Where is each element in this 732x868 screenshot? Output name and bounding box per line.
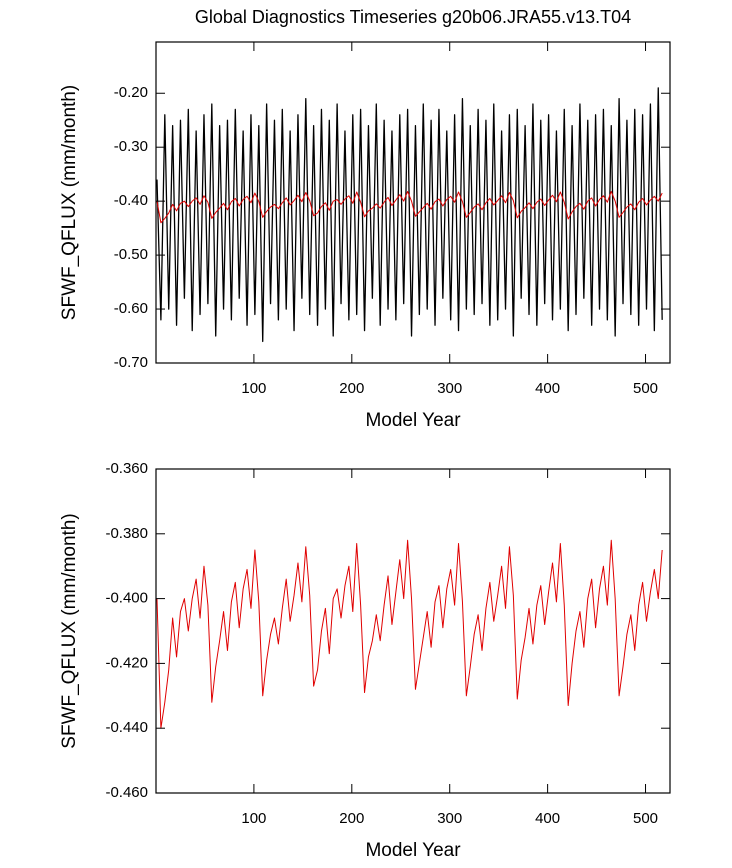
plot-frame [155, 468, 671, 794]
x-tick-label: 100 [241, 810, 266, 827]
y-tick-label: -0.460 [105, 784, 148, 801]
plot-frame [155, 41, 671, 364]
y-tick-label: -0.380 [105, 525, 148, 542]
y-tick-label: -0.360 [105, 460, 148, 477]
y-tick-label: -0.40 [114, 192, 148, 209]
y-tick-label: -0.400 [105, 590, 148, 607]
x-tick-label: 400 [535, 380, 560, 397]
data-line [156, 539, 663, 729]
x-tick-label: 100 [241, 380, 266, 397]
y-tick-label: -0.60 [114, 300, 148, 317]
x-tick-label: 500 [633, 380, 658, 397]
data-line [156, 87, 663, 343]
y-tick-label: -0.20 [114, 84, 148, 101]
x-tick-label: 500 [633, 810, 658, 827]
y-tick-label: -0.50 [114, 246, 148, 263]
y-tick-label: -0.30 [114, 138, 148, 155]
y-tick-label: -0.440 [105, 719, 148, 736]
y-tick-label: -0.420 [105, 654, 148, 671]
x-tick-label: 200 [339, 810, 364, 827]
y-axis-label: SFWF_QFLUX (mm/month) [59, 85, 80, 320]
chart-title: Global Diagnostics Timeseries g20b06.JRA… [195, 7, 631, 27]
y-tick-label: -0.70 [114, 354, 148, 371]
x-tick-label: 300 [437, 380, 462, 397]
x-axis-label: Model Year [365, 840, 461, 861]
y-axis-label: SFWF_QFLUX (mm/month) [59, 513, 80, 748]
x-axis-label: Model Year [365, 410, 461, 431]
x-tick-label: 400 [535, 810, 560, 827]
x-tick-label: 300 [437, 810, 462, 827]
x-tick-label: 200 [339, 380, 364, 397]
data-line [156, 190, 663, 224]
